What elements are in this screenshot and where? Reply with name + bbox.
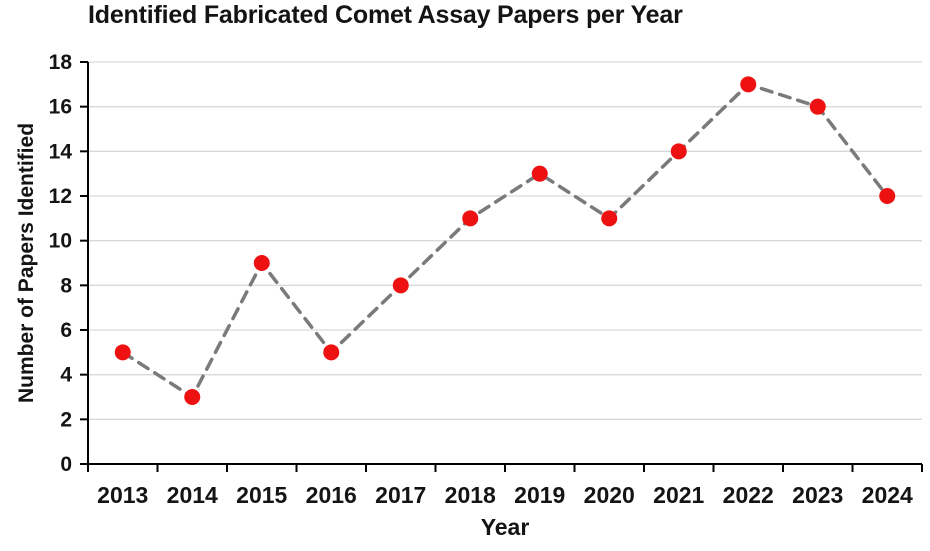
data-point xyxy=(114,344,131,361)
y-tick-label: 14 xyxy=(49,140,73,163)
trend-line xyxy=(121,82,889,399)
y-tick-label: 0 xyxy=(60,453,72,476)
data-point xyxy=(323,344,340,361)
y-tick-label: 4 xyxy=(60,364,72,387)
x-tick-label: 2017 xyxy=(375,482,426,508)
data-point xyxy=(531,165,548,182)
y-tick-label: 8 xyxy=(60,274,72,297)
x-axis-label: Year xyxy=(480,514,530,540)
y-tick-label: 16 xyxy=(49,96,72,119)
x-tick-label: 2022 xyxy=(723,482,774,508)
data-point xyxy=(392,277,409,294)
x-tick-label: 2015 xyxy=(236,482,287,508)
x-tick-label: 2016 xyxy=(306,482,357,508)
data-point xyxy=(879,188,896,204)
data-point xyxy=(809,98,826,115)
data-point xyxy=(462,210,479,227)
x-tick-label: 2019 xyxy=(514,482,565,508)
x-tick-label: 2013 xyxy=(97,482,148,508)
y-tick-label: 6 xyxy=(60,319,72,342)
x-tick-label: 2024 xyxy=(862,482,913,508)
y-tick-label: 10 xyxy=(49,230,72,253)
data-point xyxy=(670,143,687,160)
data-point xyxy=(253,255,270,271)
y-tick-label: 18 xyxy=(49,51,73,74)
data-point xyxy=(601,210,618,227)
chart-title: Identified Fabricated Comet Assay Papers… xyxy=(88,1,683,29)
y-tick-label: 12 xyxy=(49,185,72,208)
x-tick-label: 2014 xyxy=(167,482,218,508)
x-tick-label: 2021 xyxy=(653,482,704,508)
data-point xyxy=(740,76,757,93)
x-tick-label: 2018 xyxy=(445,482,496,508)
data-point xyxy=(184,389,201,405)
x-tick-label: 2023 xyxy=(792,482,843,508)
y-tick-label: 2 xyxy=(60,408,72,431)
x-tick-label: 2020 xyxy=(584,482,635,508)
